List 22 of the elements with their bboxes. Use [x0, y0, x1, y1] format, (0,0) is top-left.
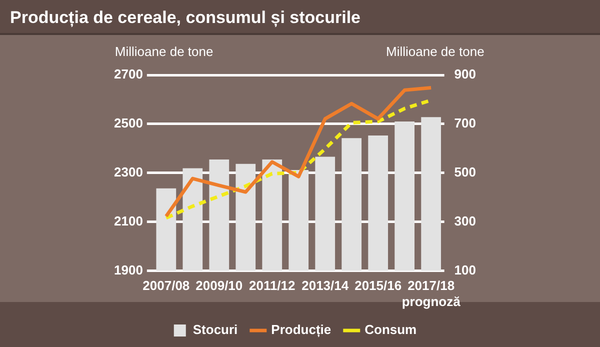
y2-tick-label: 300	[454, 213, 476, 228]
legend-label: Consum	[364, 322, 417, 338]
y-tick-label: 2100	[114, 213, 143, 228]
x-tick-label: 2007/08	[142, 278, 190, 294]
x-tick-label: 2015/16	[354, 278, 402, 294]
y2-axis-title: Millioane de tone	[386, 44, 484, 60]
x-tick-label: 2011/12	[248, 278, 296, 294]
y2-tick-label: 900	[454, 66, 476, 82]
y-tick-label: 1900	[114, 262, 143, 278]
y-axis-title: Millioane de tone	[114, 44, 214, 60]
legend-label: Producție	[271, 322, 332, 338]
y-tick-label: 2300	[114, 164, 143, 180]
chart-title: Producția de cereale, consumul și stocurile	[0, 0, 600, 35]
y2-tick-label: 700	[454, 116, 476, 131]
x-tick-label: 2009/10	[196, 278, 243, 294]
y2-tick-label: 500	[454, 164, 476, 180]
x-tick-label: 2017/18 prognoză	[402, 278, 462, 309]
legend-label: Stocuri	[192, 322, 238, 338]
y-tick-label: 2700	[114, 66, 143, 82]
x-tick-label: 2013/14	[302, 278, 350, 294]
y2-tick-label: 100	[454, 262, 476, 278]
y-tick-label: 2500	[114, 116, 143, 131]
